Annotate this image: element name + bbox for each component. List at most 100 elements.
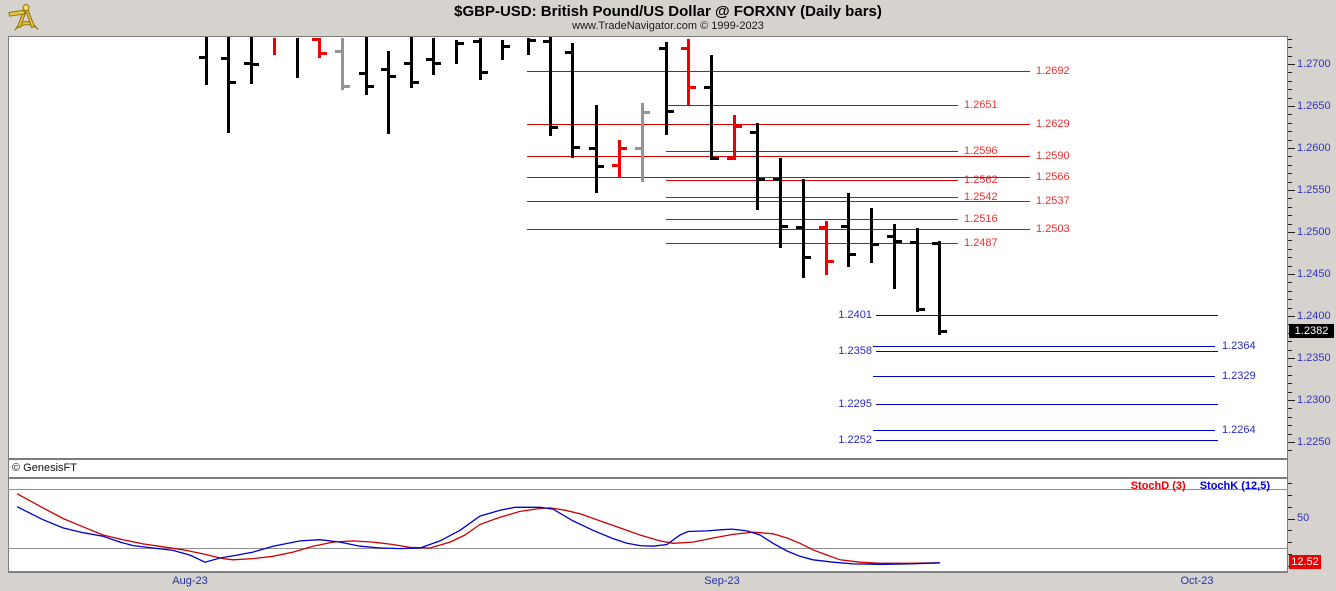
axis-tick — [1288, 266, 1292, 267]
axis-tick — [1288, 89, 1292, 90]
close-tick — [368, 85, 374, 88]
price-bar — [618, 140, 621, 178]
open-tick — [796, 226, 802, 229]
close-tick — [552, 126, 558, 129]
stoch-axis-tick — [1288, 519, 1295, 520]
close-tick — [759, 178, 765, 181]
axis-tick — [1288, 291, 1292, 292]
axis-tick — [1288, 316, 1295, 317]
resistance-line — [527, 71, 1030, 72]
resistance-line — [666, 243, 958, 244]
axis-tick-label: 1.2600 — [1297, 142, 1331, 154]
axis-tick-label: 1.2300 — [1297, 394, 1331, 406]
close-tick — [621, 147, 627, 150]
price-bar — [318, 38, 321, 58]
price-bar — [273, 38, 276, 55]
stochastic-lines — [16, 493, 941, 565]
price-bar — [387, 51, 390, 134]
price-bar — [455, 40, 458, 64]
chart-subtitle: www.TradeNavigator.com © 1999-2023 — [572, 20, 764, 32]
price-bar — [665, 42, 668, 135]
close-tick — [504, 45, 510, 48]
close-tick — [598, 165, 604, 168]
support-label: 1.2364 — [1222, 340, 1256, 352]
copyright-strip: © GenesisFT — [8, 459, 1288, 478]
open-tick — [750, 131, 756, 134]
stoch-series-k — [16, 506, 941, 565]
stoch-axis-tick — [1288, 542, 1292, 543]
resistance-label: 1.2651 — [964, 99, 998, 111]
axis-tick — [1288, 72, 1292, 73]
price-bar — [296, 38, 299, 78]
price-bar — [825, 221, 828, 275]
close-tick — [390, 75, 396, 78]
close-tick — [713, 157, 719, 160]
support-line — [873, 430, 1215, 431]
close-tick — [873, 243, 879, 246]
axis-tick — [1288, 392, 1292, 393]
axis-tick — [1288, 173, 1292, 174]
stoch-axis-tick — [1288, 495, 1292, 496]
price-bar — [501, 40, 504, 60]
price-bar — [479, 38, 482, 80]
axis-tick — [1288, 450, 1292, 451]
close-tick — [574, 146, 580, 149]
axis-tick — [1288, 408, 1292, 409]
resistance-label: 1.2503 — [1036, 223, 1070, 235]
close-tick — [644, 111, 650, 114]
open-tick — [681, 47, 687, 50]
stoch-d-legend-label: StochD (3) — [1130, 480, 1186, 492]
close-tick — [530, 39, 536, 42]
stoch-axis-50-label: 50 — [1297, 512, 1310, 524]
close-tick — [896, 240, 902, 243]
axis-tick — [1288, 131, 1292, 132]
open-tick — [565, 51, 571, 54]
axis-tick — [1288, 358, 1295, 359]
open-tick — [244, 62, 250, 65]
price-bar — [410, 37, 413, 88]
close-tick — [435, 62, 441, 65]
close-tick — [941, 330, 947, 333]
price-bar — [710, 55, 713, 160]
price-bar — [802, 179, 805, 278]
axis-tick — [1288, 299, 1292, 300]
axis-tick — [1288, 64, 1295, 65]
axis-tick — [1288, 434, 1292, 435]
support-line — [876, 404, 1218, 405]
axis-tick — [1288, 156, 1292, 157]
axis-tick — [1288, 366, 1292, 367]
price-bar — [365, 37, 368, 95]
price-chart-panel[interactable] — [8, 36, 1288, 459]
price-bar — [527, 38, 530, 55]
axis-tick — [1288, 232, 1295, 233]
resistance-line — [527, 201, 1030, 202]
axis-tick — [1288, 240, 1292, 241]
price-bar — [893, 224, 896, 289]
resistance-label: 1.2537 — [1036, 195, 1070, 207]
support-line — [876, 440, 1218, 441]
axis-tick — [1288, 123, 1292, 124]
support-line — [873, 376, 1215, 377]
close-tick — [805, 256, 811, 259]
support-label: 1.2295 — [838, 398, 872, 410]
support-label: 1.2264 — [1222, 424, 1256, 436]
axis-tick — [1288, 308, 1292, 309]
resistance-line — [527, 229, 1030, 230]
axis-tick-label: 1.2500 — [1297, 226, 1331, 238]
resistance-label: 1.2516 — [964, 213, 998, 225]
axis-tick-label: 1.2350 — [1297, 352, 1331, 364]
open-tick — [704, 86, 710, 89]
axis-tick — [1288, 81, 1292, 82]
date-label: Sep-23 — [704, 575, 740, 587]
support-label: 1.2252 — [838, 434, 872, 446]
close-tick — [321, 52, 327, 55]
resistance-label: 1.2562 — [964, 174, 998, 186]
open-tick — [932, 242, 938, 245]
open-tick — [221, 57, 227, 60]
axis-tick — [1288, 249, 1292, 250]
resistance-line — [527, 124, 1030, 125]
open-tick — [612, 164, 618, 167]
price-bar — [733, 115, 736, 160]
stochastic-legend: StochD (3) StochK (12,5) — [1050, 480, 1270, 492]
close-tick — [458, 42, 464, 45]
